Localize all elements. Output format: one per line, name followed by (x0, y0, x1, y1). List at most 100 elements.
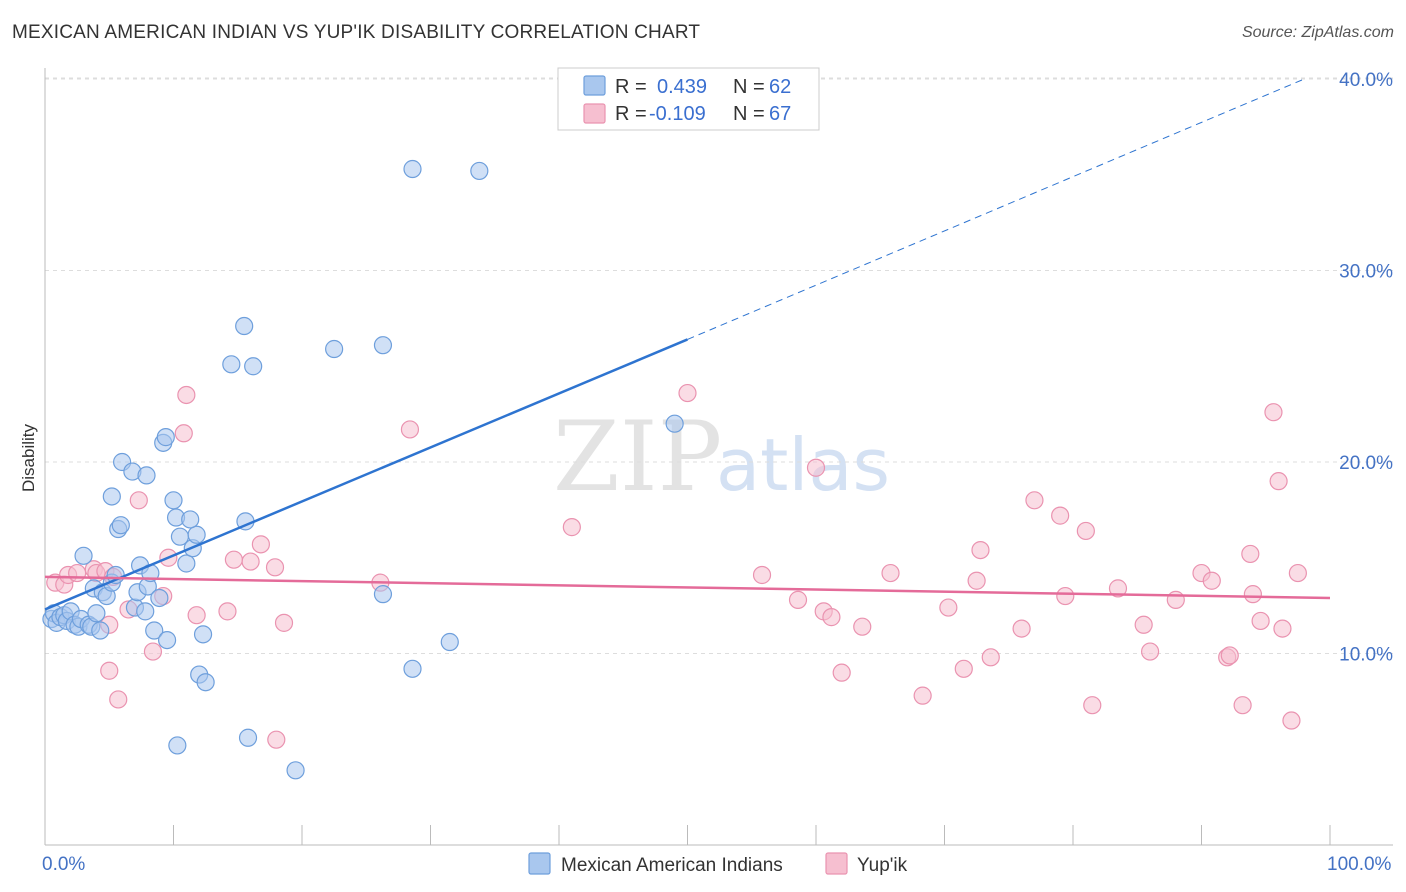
yupik-point-21 (241, 552, 260, 571)
legend-n-value-blue: 62 (769, 76, 791, 98)
yupik-point-28 (562, 518, 581, 537)
yupik-point-64 (1282, 711, 1301, 730)
watermark-zip: ZIP (553, 401, 722, 513)
mexican-american-indian-point-59 (403, 659, 422, 678)
yupik-point-30 (752, 565, 772, 585)
mexican-american-indian-point-46 (193, 625, 213, 644)
y-tick-label-10: 10.0% (1339, 645, 1393, 666)
yupik-point-10 (109, 690, 128, 709)
stats-legend: R = 0.439 N = 62 R = -0.109 N = 67 (557, 67, 820, 131)
yupik-point-52 (1140, 642, 1160, 661)
mexican-american-indian-point-43 (181, 510, 200, 529)
yupik-point-38 (913, 686, 932, 705)
mexican-american-indian-point-40 (177, 554, 196, 573)
yupik-point-58 (1233, 696, 1252, 715)
yupik-point-20 (224, 550, 243, 569)
mexican-american-indian-point-51 (238, 728, 258, 747)
bottom-legend-swatch-blue (528, 852, 551, 875)
trend-lines (44, 78, 1331, 611)
legend-n-label-pink: N = (733, 103, 765, 125)
y-tick-label-20: 20.0% (1339, 453, 1393, 474)
mexican-american-indian-point-61 (665, 414, 684, 433)
bottom-legend-swatch-pink (825, 852, 848, 875)
mexican-american-indian-point-34 (157, 630, 177, 650)
mexican-american-indian-trend-line (44, 338, 688, 611)
yupik-point-45 (1025, 491, 1044, 510)
mexican-american-indian-point-33 (150, 588, 169, 608)
yupik-point-47 (1056, 586, 1075, 606)
legend-r-label-blue: R = (615, 76, 647, 98)
yupik-point-59 (1241, 544, 1260, 564)
legend-r-label-pink: R = (615, 103, 647, 125)
watermark-atlas: atlas (716, 423, 890, 507)
watermark: ZIP atlas (553, 401, 890, 513)
yupik-point-25 (267, 730, 286, 749)
yupik-point-3 (68, 563, 87, 583)
mexican-american-indian-point-57 (403, 159, 422, 179)
yupik-point-60 (1243, 585, 1263, 604)
yupik-point-39 (939, 598, 958, 617)
y-tick-label-40: 40.0% (1339, 70, 1393, 91)
yupik-point-55 (1202, 571, 1221, 590)
mexican-american-indian-point-50 (244, 357, 263, 376)
mexican-american-indian-point-58 (470, 161, 489, 181)
yupik-point-65 (1288, 563, 1307, 583)
yupik-point-40 (954, 659, 973, 678)
yupik-point-17 (174, 424, 193, 443)
bottom-legend-label-blue: Mexican American Indians (561, 855, 783, 876)
mexican-american-indian-point-47 (168, 736, 187, 755)
yupik-point-12 (129, 491, 148, 510)
yupik-point-31 (788, 590, 808, 609)
yupik-point-33 (822, 608, 841, 627)
yupik-point-29 (678, 383, 697, 403)
yupik-point-37 (881, 563, 900, 583)
legend-r-value-blue: 0.439 (657, 76, 707, 98)
mexican-american-indian-point-48 (222, 355, 241, 374)
yupik-point-34 (832, 663, 851, 682)
mexican-american-indian-point-54 (325, 339, 344, 359)
yupik-point-62 (1264, 403, 1283, 422)
mexican-american-indian-point-10 (74, 546, 93, 565)
mexican-american-indian-point-53 (286, 761, 305, 780)
yupik-point-57 (1220, 646, 1239, 665)
mexican-american-indian-point-37 (164, 491, 183, 510)
yupik-point-51 (1134, 615, 1153, 634)
mexican-american-indian-point-32 (145, 621, 164, 640)
yupik-point-36 (853, 617, 872, 636)
yupik-point-18 (187, 606, 206, 625)
chart-title: MEXICAN AMERICAN INDIAN VS YUP'IK DISABI… (12, 22, 701, 43)
mexican-american-indian-point-36 (156, 428, 175, 447)
mexican-american-indian-point-45 (196, 673, 215, 692)
axes (44, 68, 1393, 846)
yupik-point-44 (1012, 619, 1031, 638)
y-axis-title: Disability (19, 423, 38, 492)
mexican-american-indian-point-29 (137, 466, 156, 485)
mexican-american-indian-point-49 (235, 316, 254, 336)
yupik-point-53 (1166, 590, 1185, 609)
yupik-point-13 (143, 642, 163, 661)
mexican-american-indian-point-15 (91, 621, 110, 640)
mexican-american-indian-point-55 (373, 336, 393, 355)
mexican-american-indian-point-60 (440, 632, 459, 652)
source-credit: Source: ZipAtlas.com (1241, 24, 1394, 41)
bottom-legend-label-pink: Yup'ik (857, 855, 908, 876)
yupik-point-49 (1083, 696, 1102, 715)
yupik-point-9 (100, 661, 119, 680)
legend-n-value-pink: 67 (769, 103, 791, 125)
yupik-point-16 (177, 385, 196, 405)
yupik-point-22 (251, 535, 270, 554)
yupik-point-27 (400, 420, 420, 439)
yupik-point-46 (1051, 506, 1070, 525)
yupik-point-48 (1076, 521, 1095, 541)
yupik-point-42 (971, 540, 990, 560)
y-tick-label-30: 30.0% (1339, 262, 1393, 283)
x-tick-label-min: 0.0% (42, 854, 85, 875)
yupik-point-35 (806, 458, 826, 477)
mexican-american-indian-points (42, 159, 684, 780)
mexican-american-indian-trend-extension (687, 78, 1305, 340)
legend-swatch-blue (583, 75, 606, 96)
x-tick-labels: 0.0% 100.0% (42, 854, 1392, 875)
legend-swatch-pink (583, 103, 606, 124)
yupik-point-43 (981, 648, 1000, 667)
yupik-point-41 (967, 571, 986, 590)
